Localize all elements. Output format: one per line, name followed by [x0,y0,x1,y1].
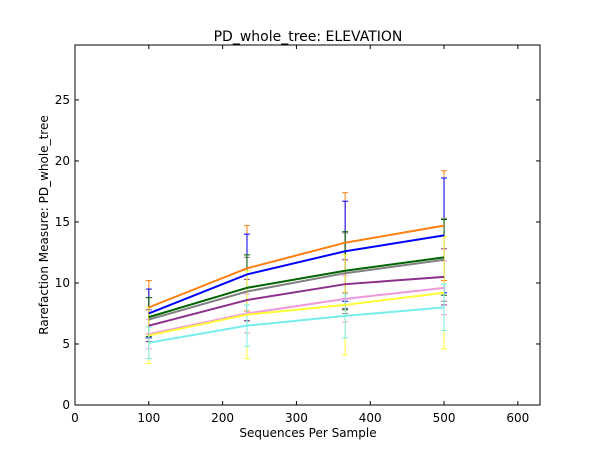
y-tick-label: 15 [55,215,70,229]
y-tick-label: 10 [55,276,70,290]
series-line [148,258,445,321]
series-line [148,306,445,344]
y-tick-label: 0 [62,398,70,412]
x-tick-label: 200 [211,411,234,425]
series-line [148,275,445,327]
series-line [148,256,445,319]
plot-area: 0 100 200 300 400 500 600 0 5 10 15 20 25 [55,44,541,425]
y-tick-label: 5 [62,337,70,351]
series-line [148,286,445,336]
x-axis-label: Sequences Per Sample [239,426,376,440]
chart-title: PD_whole_tree: ELEVATION [214,29,403,45]
y-tick-label: 25 [55,93,70,107]
series-line [148,234,445,315]
x-tick-label: 600 [506,411,529,425]
x-tick-label: 100 [137,411,160,425]
y-tick-label: 20 [55,154,70,168]
x-tick-label: 300 [285,411,308,425]
x-tick-label: 0 [71,411,79,425]
plot-frame [74,44,541,406]
series-line [148,224,445,309]
x-tick-label: 500 [433,411,456,425]
series-line [148,291,445,337]
y-axis-label: Rarefaction Measure: PD_whole_tree [37,115,51,334]
x-tick-label: 400 [359,411,382,425]
